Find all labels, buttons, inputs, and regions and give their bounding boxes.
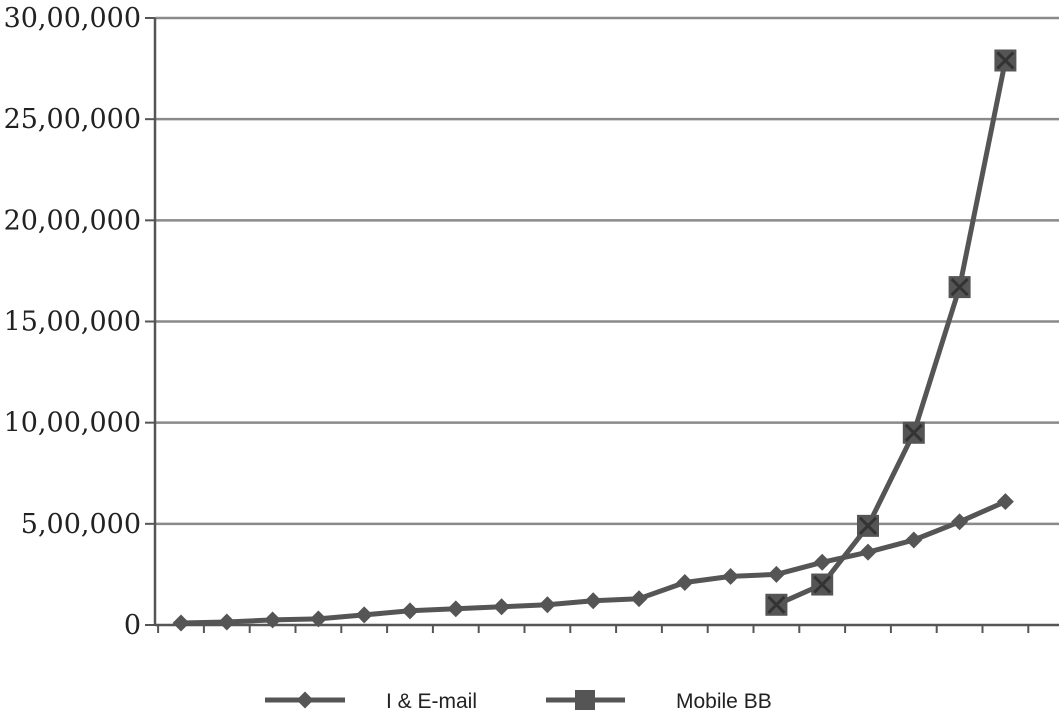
mobile-bb-point-5: [994, 49, 1017, 72]
y-tick-label-5: 25,00,000: [4, 104, 141, 135]
i-email-point-8: [538, 596, 556, 614]
legend-item-mobile-bb: Mobile BB: [546, 690, 772, 713]
mobile-bb-point-1: [811, 573, 834, 596]
mobile-bb-point-4: [948, 276, 971, 299]
i-email-point-6: [447, 600, 465, 618]
i-email-point-12: [722, 567, 740, 585]
i-email-point-3: [309, 610, 327, 628]
axes: [145, 17, 1059, 633]
i-email-point-11: [676, 574, 694, 591]
legend-marker-diamond: [296, 691, 314, 709]
y-tick-label-2: 10,00,000: [4, 408, 141, 439]
y-tick-label-6: 30,00,000: [4, 3, 141, 34]
i-email-point-7: [493, 598, 511, 616]
gridlines: [155, 16, 1059, 526]
i-email-point-14: [813, 553, 831, 571]
legend: I & E-mail Mobile BB: [265, 690, 772, 713]
i-email-point-5: [401, 602, 419, 620]
i-email-point-15: [859, 543, 877, 561]
i-email-point-13: [767, 565, 785, 583]
mobile-bb-point-3: [902, 421, 925, 444]
mobile-bb-point-0: [765, 593, 788, 616]
i-email-point-18: [996, 493, 1014, 511]
mobile-bb-point-2: [857, 514, 879, 537]
y-tick-label-1: 5,00,000: [21, 509, 141, 540]
i-email-point-4: [355, 606, 373, 624]
series-lines: [180, 60, 1008, 626]
y-tick-label-0: 0: [124, 610, 141, 641]
legend-item-i-email: I & E-mail: [265, 690, 477, 713]
y-tick-label-3: 15,00,000: [4, 307, 141, 338]
i-email-point-16: [905, 531, 923, 549]
i-email-point-9: [584, 592, 602, 610]
i-email-point-17: [951, 513, 969, 531]
i-email-point-10: [630, 590, 648, 608]
y-tick-label-4: 20,00,000: [4, 205, 141, 236]
series-markers: [172, 49, 1017, 632]
legend-label-i-email: I & E-mail: [386, 690, 477, 713]
legend-label-mobile-bb: Mobile BB: [676, 690, 772, 713]
i-email-point-1: [218, 613, 236, 631]
i-email-point-2: [264, 611, 282, 629]
i-email-point-0: [172, 614, 190, 632]
y-tick-labels: 0 5,00,000 10,00,000 15,00,000 20,00,000 25,0…: [4, 3, 141, 641]
legend-marker-square: [575, 690, 595, 710]
